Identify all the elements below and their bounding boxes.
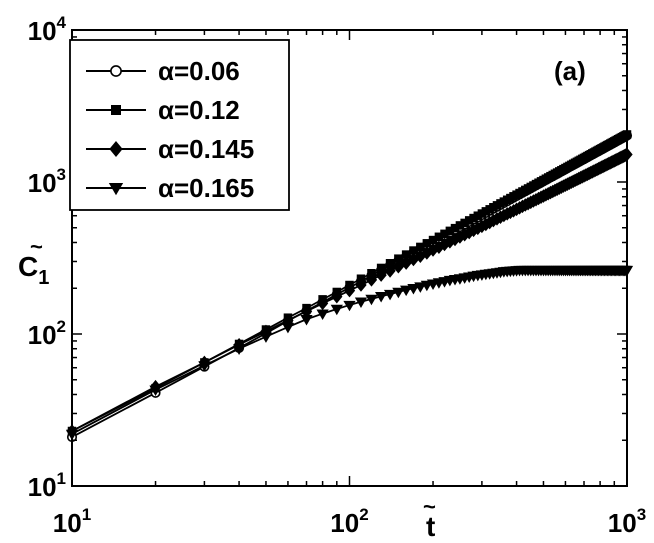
data-point xyxy=(316,296,329,311)
data-point xyxy=(343,283,356,298)
legend-item: α=0.145 xyxy=(86,134,254,164)
y-axis-label-tilde: ~ xyxy=(30,234,43,259)
x-axis-label: ~ t xyxy=(423,494,436,542)
data-point xyxy=(375,268,387,282)
legend-item: α=0.12 xyxy=(86,95,240,125)
y-tick-label: 102 xyxy=(28,317,66,350)
data-point xyxy=(392,287,405,299)
data-point xyxy=(355,278,367,292)
y-axis-label-text: C1 xyxy=(18,251,49,289)
data-point xyxy=(383,289,397,301)
data-point xyxy=(392,259,405,274)
legend-marker xyxy=(110,65,122,77)
data-point xyxy=(400,285,413,297)
y-axis-label: ~ C1 xyxy=(18,234,49,289)
data-point xyxy=(331,289,343,304)
data-point xyxy=(365,273,378,287)
legend-label: α=0.165 xyxy=(158,173,254,203)
data-point xyxy=(374,292,388,303)
data-point xyxy=(198,361,211,372)
legend-label: α=0.145 xyxy=(158,134,254,164)
data-point xyxy=(316,309,329,320)
x-tick-label: 103 xyxy=(608,505,646,538)
y-tick-label: 103 xyxy=(28,165,66,198)
data-point xyxy=(232,344,246,355)
series-layer xyxy=(65,130,634,443)
legend-box xyxy=(69,39,290,211)
legend-label: α=0.06 xyxy=(158,56,240,86)
legend-marker xyxy=(108,183,124,196)
y-axis-label-sub: 1 xyxy=(38,267,49,289)
legend-marker xyxy=(111,105,121,115)
legend-label: α=0.12 xyxy=(158,95,240,125)
x-axis-label-text: t xyxy=(426,511,435,542)
data-point xyxy=(407,283,420,295)
y-tick-label: 104 xyxy=(28,13,67,46)
x-tick-label: 101 xyxy=(53,505,91,538)
x-axis-label-tilde: ~ xyxy=(423,494,436,519)
series-square xyxy=(67,130,632,436)
y-axis-label-base: C xyxy=(18,251,38,282)
data-point xyxy=(259,332,273,343)
data-point xyxy=(149,385,162,396)
ticks-layer: 101 102 103 101 102 103 104 xyxy=(28,13,647,538)
legend-item: α=0.165 xyxy=(86,173,254,203)
data-point xyxy=(354,297,368,308)
data-point xyxy=(343,300,356,312)
data-point xyxy=(414,282,427,293)
data-point xyxy=(365,294,378,306)
data-point xyxy=(330,304,343,316)
y-tick-label: 101 xyxy=(28,469,66,502)
panel-label: (a) xyxy=(554,56,586,86)
data-point xyxy=(300,315,313,326)
data-point xyxy=(281,322,295,334)
legend: α=0.06 α=0.12 α=0.145 α=0.165 xyxy=(69,39,290,211)
x-tick-label: 102 xyxy=(330,505,368,538)
legend-marker xyxy=(109,141,123,157)
legend-item: α=0.06 xyxy=(86,56,240,86)
data-point xyxy=(384,264,396,278)
series-triangle-down xyxy=(65,265,634,441)
